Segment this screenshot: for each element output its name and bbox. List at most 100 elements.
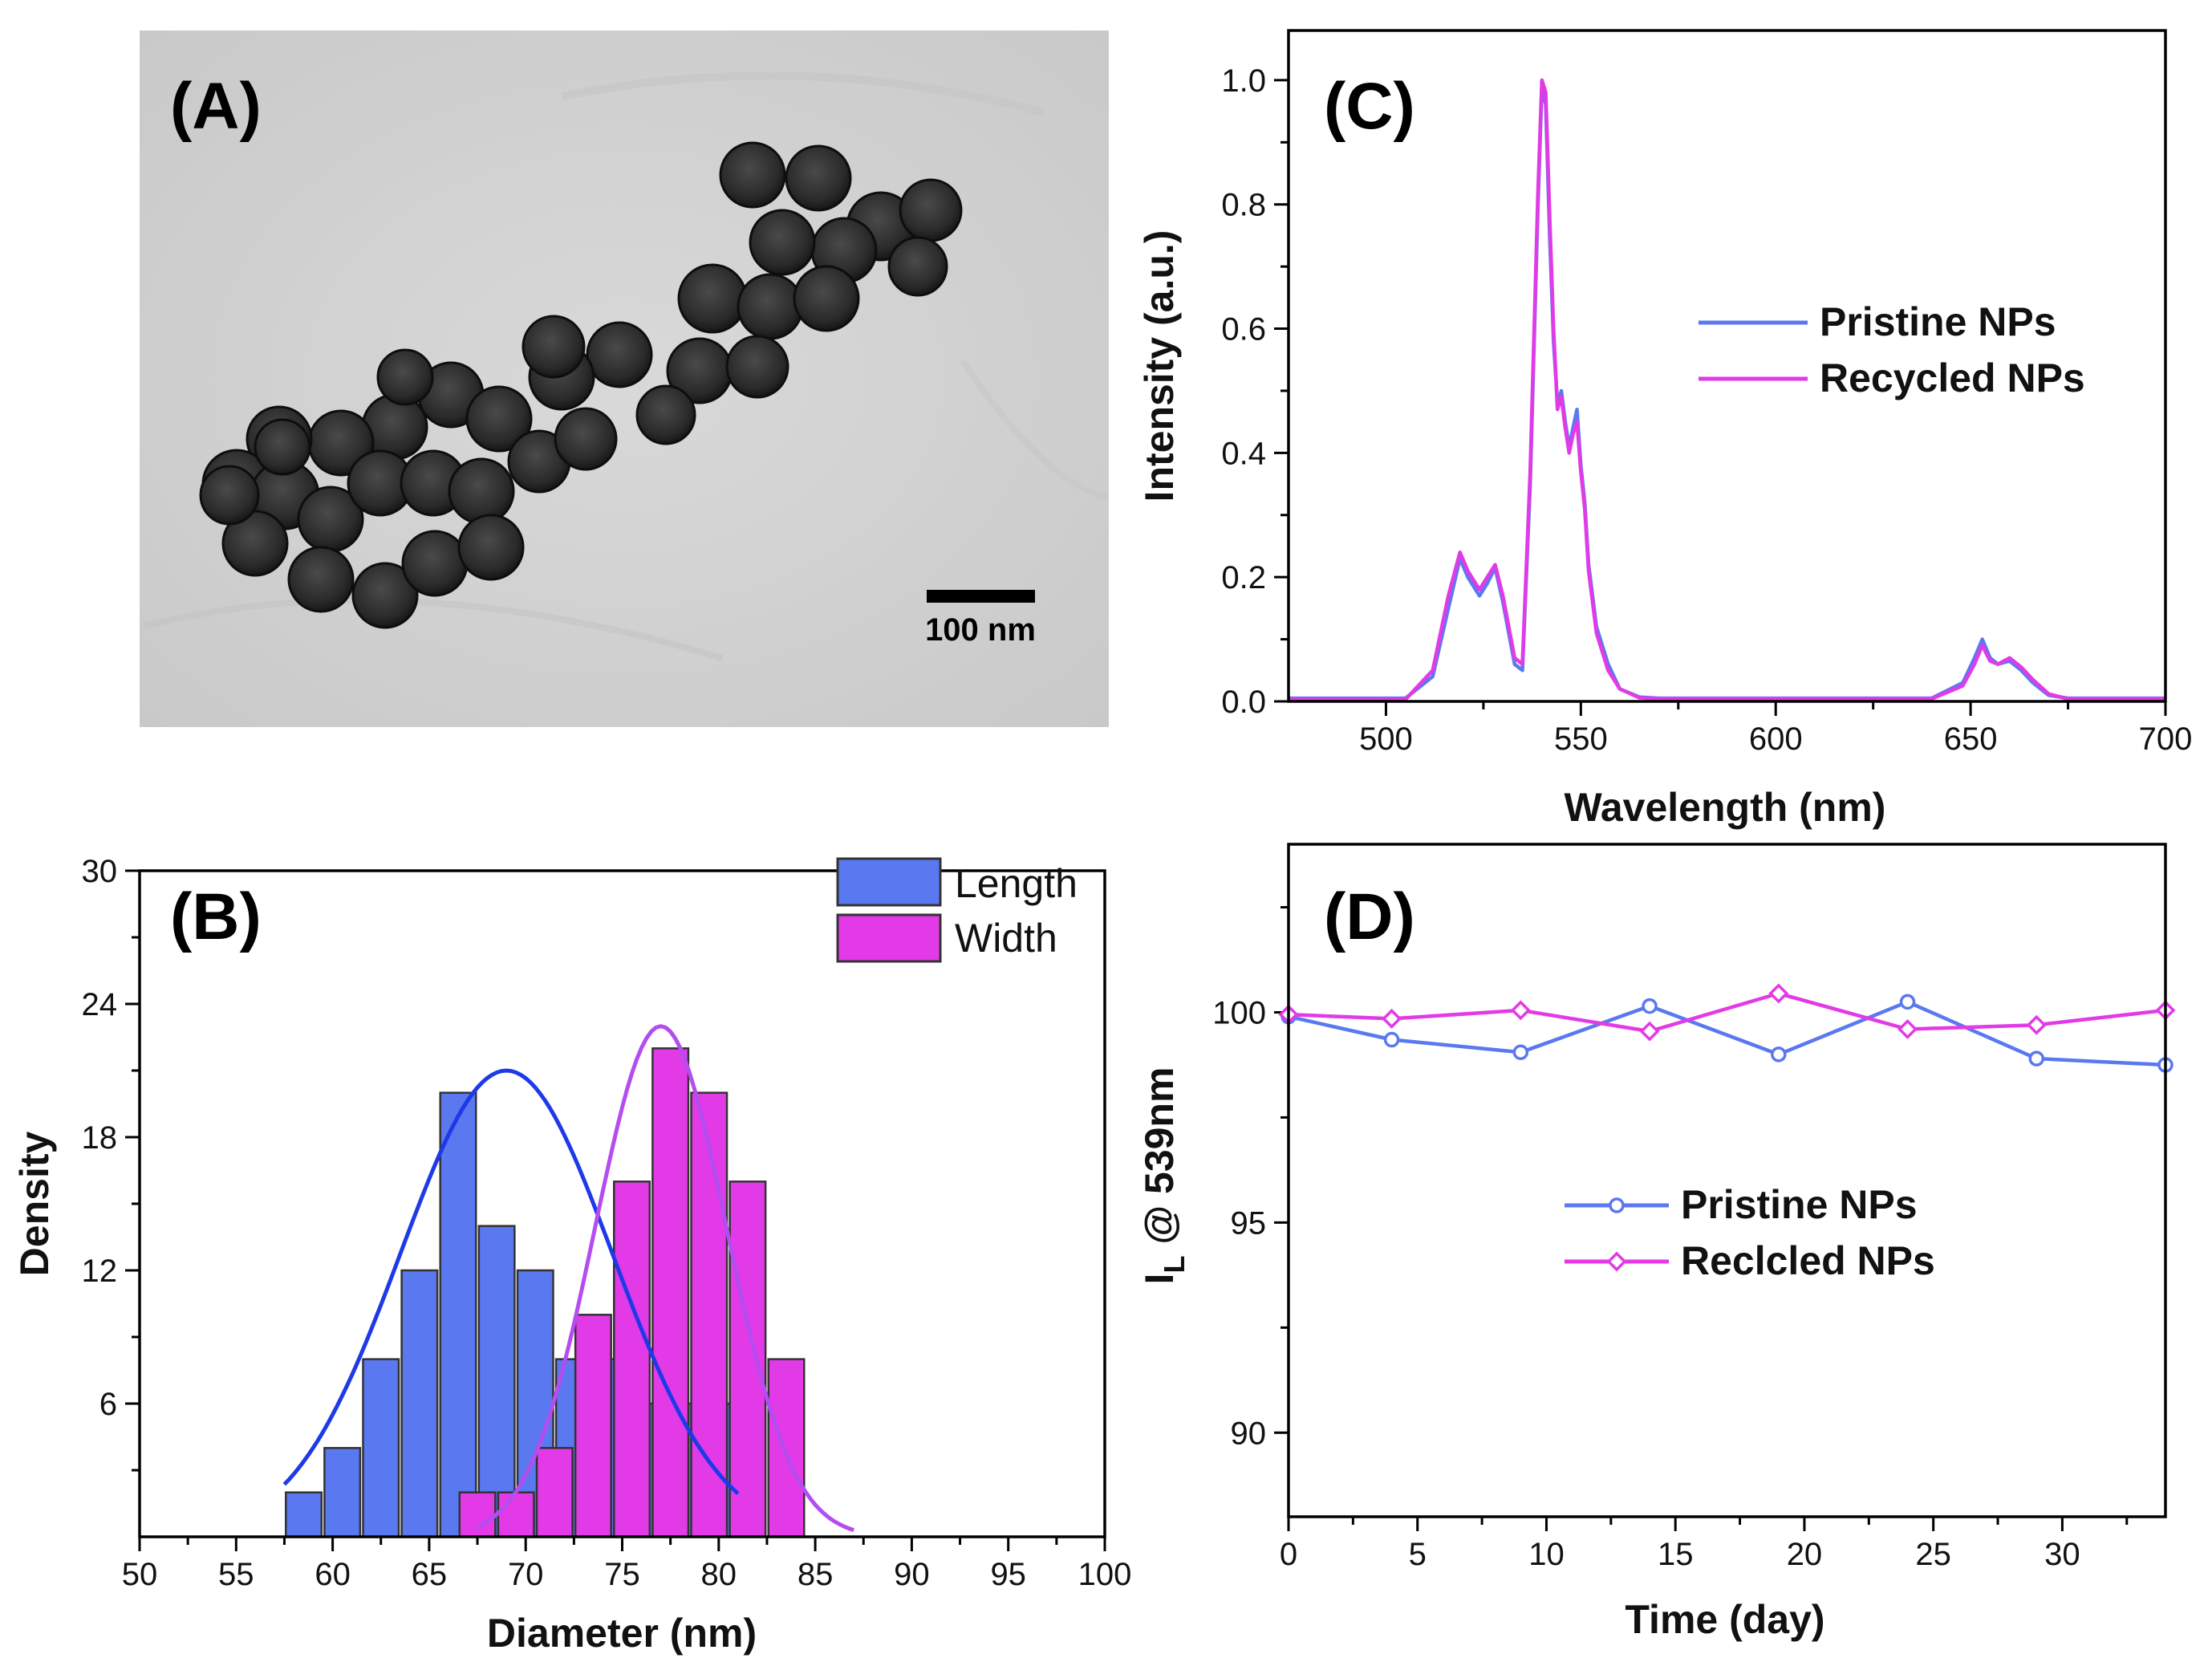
panel-d-xtick-label: 20 <box>1787 1537 1823 1572</box>
series-line-pristine-nps <box>1289 84 2165 701</box>
panel-b-xtick-label: 65 <box>412 1557 448 1592</box>
panel-b-ytick-label: 24 <box>82 987 118 1022</box>
panel-b-histogram: 50 55 60 65 70 75 80 85 90 95 100 6 12 18 24 30 (B) Dia… <box>12 854 1131 1656</box>
nanoparticle <box>457 514 525 581</box>
bar-width <box>458 1491 497 1538</box>
panel-c-legend: Pristine NPs Recycled NPs <box>1699 299 2085 400</box>
panel-b-bars <box>285 1047 806 1538</box>
bar-width <box>651 1047 690 1538</box>
scale-bar-label: 100 nm <box>925 612 1036 648</box>
bar-width <box>729 1180 767 1538</box>
bar-width <box>535 1447 574 1538</box>
point-reclcled-nps <box>1510 1000 1531 1021</box>
nanoparticle <box>737 273 804 340</box>
panel-d-ytick-label: 100 <box>1212 996 1266 1031</box>
panel-d-legend: Pristine NPs Reclcled NPs <box>1565 1182 1935 1283</box>
nanoparticle <box>793 265 860 332</box>
point-pristine-nps <box>2028 1050 2045 1067</box>
panel-b-xtick-label: 85 <box>798 1557 834 1592</box>
panel-b-xlabel: Diameter (nm) <box>487 1611 757 1656</box>
panel-c-xtick-label: 550 <box>1554 721 1608 757</box>
bar-length <box>477 1225 516 1538</box>
point-reclcled-nps <box>1897 1018 1918 1039</box>
panel-b-ytick-label: 6 <box>99 1387 117 1422</box>
nanoparticle <box>635 384 696 445</box>
panel-c-ylabel: Intensity (a.u.) <box>1137 230 1182 502</box>
panel-c-xtick-label: 600 <box>1749 721 1803 757</box>
panel-c-ytick-label: 0.8 <box>1221 188 1266 223</box>
panel-d-ylabel: IL @ 539nm <box>1137 1067 1191 1285</box>
legend-label-width: Width <box>955 916 1057 961</box>
panel-d-lines <box>1278 983 2176 1073</box>
panel-b-xtick-label: 100 <box>1078 1557 1132 1592</box>
nanoparticle <box>448 457 515 525</box>
nanoparticle <box>465 385 533 453</box>
panel-c-label: (C) <box>1324 70 1415 143</box>
panel-b-xtick-label: 95 <box>990 1557 1026 1592</box>
point-pristine-nps <box>1383 1031 1400 1048</box>
bar-length <box>362 1358 400 1538</box>
panel-b-legend: Length Width <box>836 857 1078 963</box>
nanoparticle <box>677 263 748 334</box>
nanoparticle <box>554 407 618 471</box>
point-reclcled-nps <box>1768 983 1789 1004</box>
panel-d-xtick-label: 10 <box>1528 1537 1565 1572</box>
point-pristine-nps <box>1642 998 1658 1014</box>
legend-marker-pristine-d <box>1609 1197 1625 1213</box>
nanoparticle <box>376 348 434 406</box>
panel-c-ytick-label: 0.0 <box>1221 685 1266 720</box>
panel-a-micrograph: (A) 100 nm <box>140 30 1109 727</box>
legend-label-reclcled-d: Reclcled NPs <box>1681 1238 1935 1283</box>
legend-swatch-width <box>836 913 942 963</box>
panel-c-xtick-label: 500 <box>1359 721 1413 757</box>
panel-b-fit-curves <box>282 1024 854 1532</box>
series-line-recycled-nps <box>1289 78 2165 701</box>
panel-b-xtick-label: 60 <box>315 1557 351 1592</box>
bar-width <box>613 1180 651 1538</box>
point-pristine-nps <box>1512 1044 1529 1061</box>
panel-d-xtick-label: 0 <box>1280 1537 1297 1572</box>
panel-c-ytick-label: 1.0 <box>1221 63 1266 99</box>
nanoparticle <box>522 315 586 379</box>
panel-c-ytick-label: 0.6 <box>1221 312 1266 347</box>
nanoparticle <box>586 321 653 388</box>
nanoparticle <box>749 209 816 276</box>
legend-marker-reclcled-d <box>1606 1251 1627 1272</box>
panel-d-stability: 0 5 10 15 20 25 30 90 95 100 (D) Time (day) IL @ … <box>1137 843 2176 1642</box>
nanoparticle <box>725 335 789 399</box>
panel-b-xtick-label: 90 <box>894 1557 930 1592</box>
series-line-reclcled-nps <box>1288 991 2166 1034</box>
point-reclcled-nps <box>2026 1014 2047 1035</box>
nanoparticle <box>719 141 786 209</box>
panel-c-ticks: 500 550 600 650 700 0.0 0.2 0.4 0.6 0.8 1.0 <box>1221 63 2192 757</box>
panel-b-xtick-label: 75 <box>604 1557 640 1592</box>
fit-curve-length <box>282 1068 740 1496</box>
panel-d-xtick-label: 30 <box>2044 1537 2080 1572</box>
panel-d-ytick-label: 95 <box>1231 1205 1267 1241</box>
panel-d-xtick-label: 25 <box>1915 1537 1951 1572</box>
panel-c-ytick-label: 0.4 <box>1221 436 1266 471</box>
panel-d-ticks: 0 5 10 15 20 25 30 90 95 100 <box>1212 906 2129 1572</box>
nanoparticle <box>199 465 260 526</box>
panel-c-xtick-label: 700 <box>2139 721 2193 757</box>
point-reclcled-nps <box>1382 1008 1402 1029</box>
panel-d-ylabel-sub: L <box>1158 1256 1191 1274</box>
series-line-pristine-nps <box>1288 1000 2166 1067</box>
legend-label-pristine-d: Pristine NPs <box>1681 1182 1918 1227</box>
panel-b-xtick-label: 80 <box>701 1557 737 1592</box>
panel-b-ylabel: Density <box>12 1132 57 1277</box>
legend-label-recycled: Recycled NPs <box>1820 356 2085 400</box>
bar-length <box>400 1269 439 1538</box>
nanoparticle <box>899 178 963 242</box>
bar-width <box>767 1358 806 1538</box>
panel-d-xlabel: Time (day) <box>1625 1597 1824 1642</box>
panel-c-lines <box>1289 78 2165 701</box>
panel-c-frame <box>1287 29 2167 703</box>
nanoparticle <box>785 144 852 212</box>
nanoparticle <box>254 418 311 476</box>
panel-b-xtick-label: 70 <box>508 1557 544 1592</box>
panel-b-xtick-label: 55 <box>218 1557 254 1592</box>
panel-c-xtick-label: 650 <box>1944 721 1998 757</box>
panel-d-xtick-label: 5 <box>1409 1537 1427 1572</box>
panel-c-xlabel: Wavelength (nm) <box>1565 785 1886 830</box>
